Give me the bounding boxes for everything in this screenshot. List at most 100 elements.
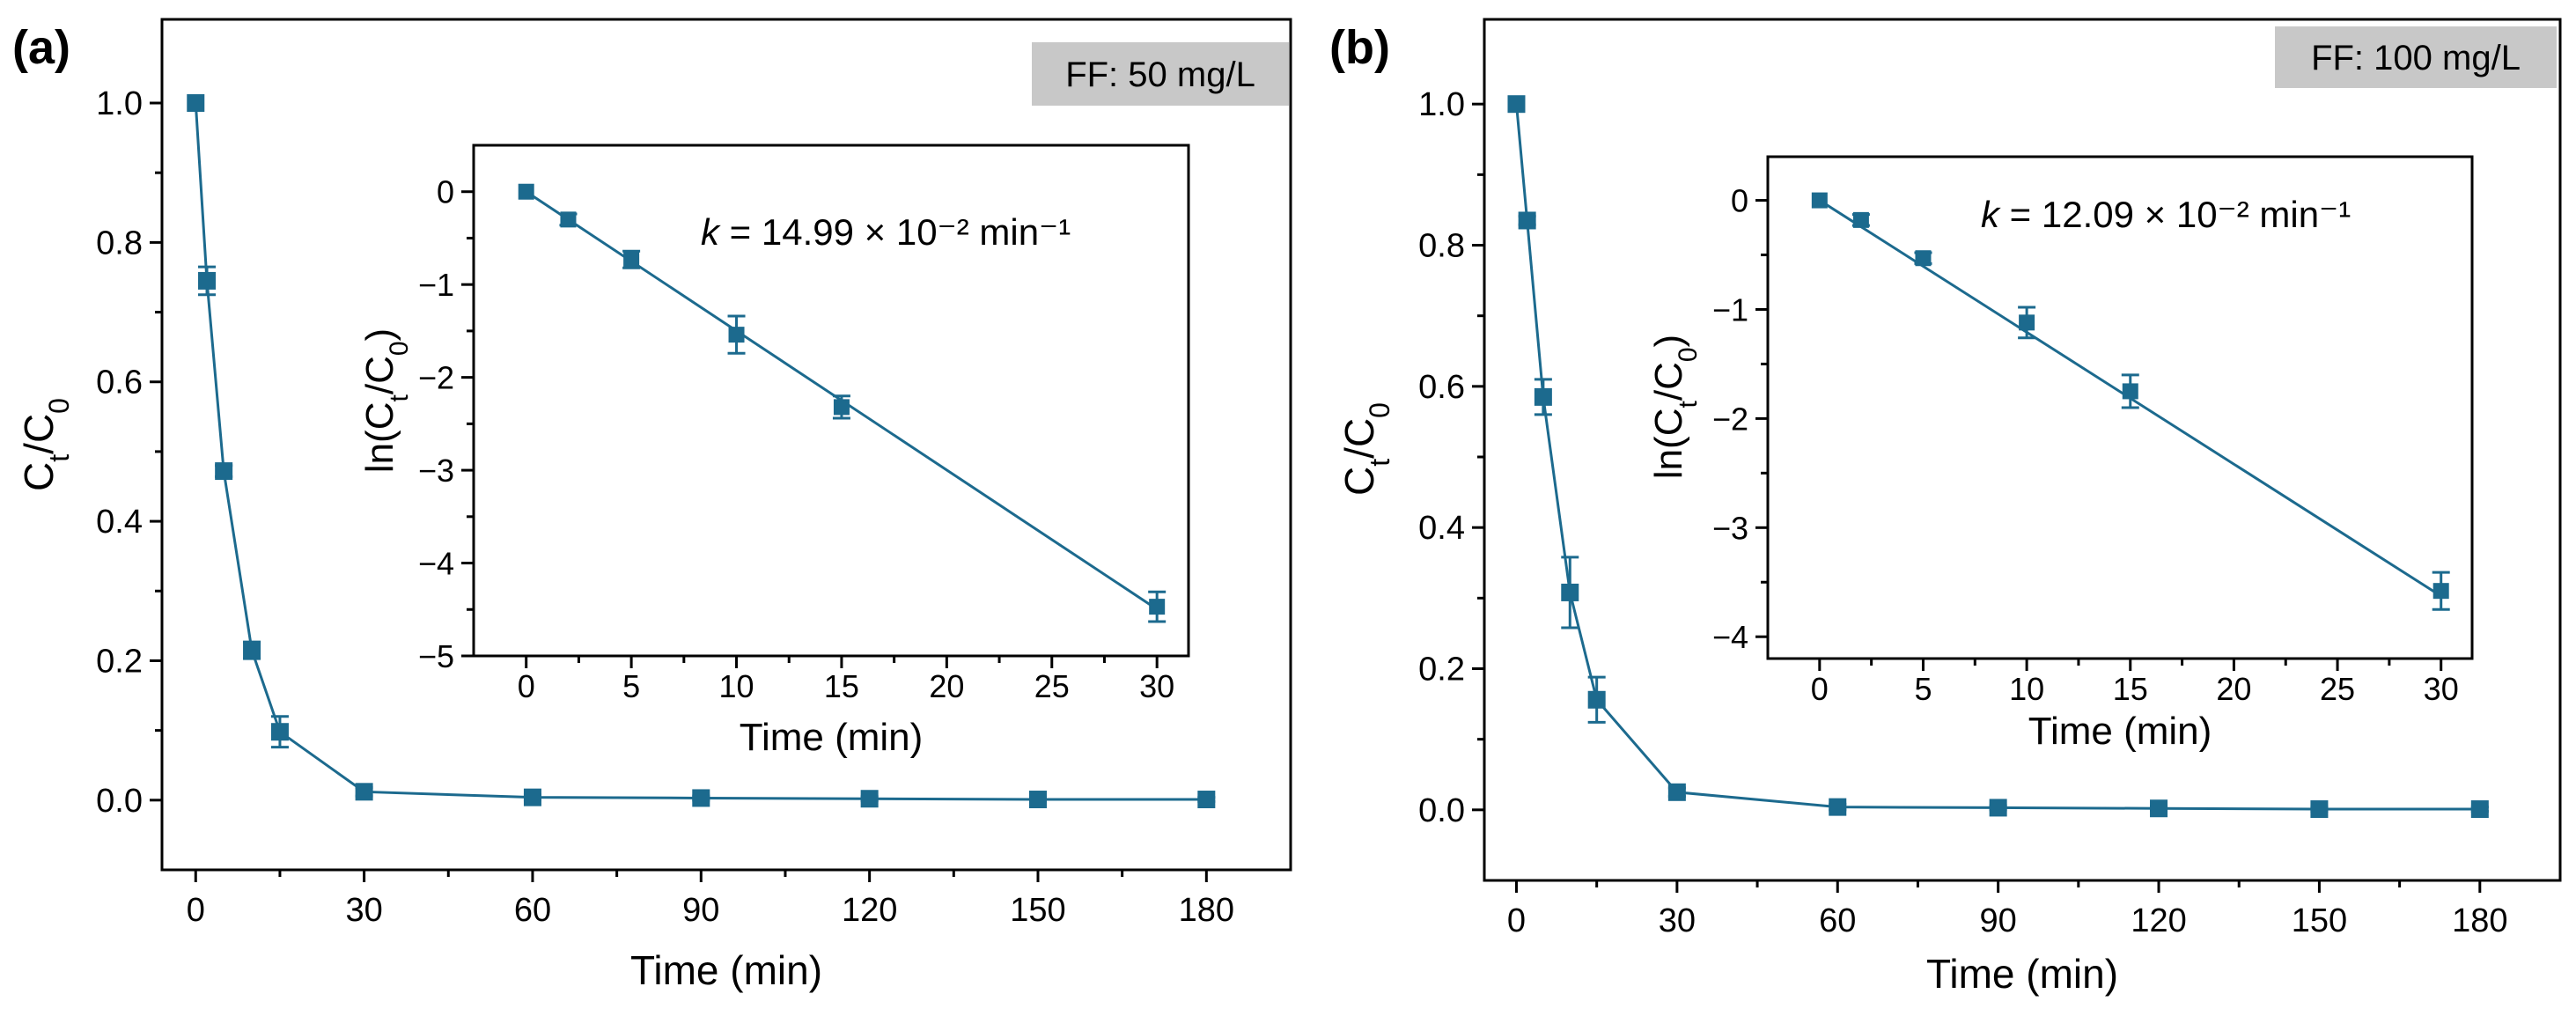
panel-b-inset-y-tick-label: −3 [1712, 510, 1748, 546]
panel-a-inset-y-tick-label: −1 [418, 267, 454, 303]
panel-b-k-value: = 12.09 × 10⁻² min⁻¹ [1999, 194, 2351, 235]
panel-b-main-y-tick-label: 0.8 [1418, 228, 1465, 265]
panel-a-main-data-point [1028, 791, 1047, 809]
panel-a-inset-bg [474, 145, 1189, 656]
panel-b-inset-data-point [2122, 383, 2138, 400]
panel-a-main-x-tick-label: 120 [842, 892, 897, 929]
panel-a-inset-ticks: 0 5 10 15 20 25 30 0 −1 −2 −3 −4 −5 [418, 174, 1174, 704]
panel-b-main-data-point [2310, 800, 2329, 819]
panel-a-main-x-tick-label: 90 [682, 892, 719, 929]
panel-b-inset-x-tick-label: 10 [2009, 671, 2044, 707]
panel-a-inset-x-tick-label: 20 [929, 668, 964, 704]
panel-a-inset-data-point [518, 183, 534, 200]
panel-a-main-y-tick-label: 0.4 [96, 504, 143, 541]
panel-b-inset-x-tick-label: 0 [1811, 671, 1829, 707]
panel-b-inset-y-tick-label: −1 [1712, 291, 1748, 328]
panel-a-inset-x-title: Time (min) [740, 716, 924, 759]
panel-a-note-box [1032, 42, 1289, 106]
panel-b-main-x-tick-label: 0 [1507, 902, 1526, 939]
panel-b-inset-data-point [1852, 211, 1869, 228]
panel-a-main-data-point [270, 723, 289, 741]
panel-b-inset-x-title: Time (min) [2028, 710, 2212, 753]
panel-a-k-value: = 14.99 × 10⁻² min⁻¹ [719, 211, 1071, 253]
panel-b-note-text: FF: 100 mg/L [2311, 39, 2521, 77]
panel-a-inset-frame [472, 144, 1190, 658]
panel-a-inset-data-point [1149, 599, 1166, 615]
panel-a-main-data-point [692, 789, 710, 807]
panel-b-main-data-point [1829, 798, 1847, 816]
panel-b-y-title: Ct/C0 [1336, 402, 1395, 496]
panel-a-main-plot [187, 94, 1216, 809]
panel-a-inset-x-tick-label: 10 [719, 668, 754, 704]
panel-b-main-x-tick-label: 90 [1980, 902, 2017, 939]
panel-a-inset-data-point [728, 327, 745, 343]
panel-a-main-data-point [1197, 791, 1216, 809]
panel-a-main-x-tick-label: 0 [187, 892, 205, 929]
panel-b-inset-y-tick-label: −4 [1712, 619, 1748, 655]
panel-b-inset-y-title: ln(Ct/C0) [1647, 335, 1703, 479]
panel-a-inset-y-tick-label: −3 [418, 453, 454, 489]
panel-a-inset-x-tick-label: 15 [824, 668, 859, 704]
panel-b-main-data-point [1989, 799, 2007, 817]
panel-a-inset-x-tick-label: 25 [1034, 668, 1070, 704]
panel-b-main-y-tick-label: 0.6 [1418, 369, 1465, 406]
panel-b-main-data-point [1587, 690, 1606, 709]
panel-b-main-data-point [1534, 387, 1552, 406]
panel-a-inset-y-title: ln(Ct/C0) [358, 328, 414, 473]
panel-b-inset-data-point [2432, 583, 2449, 600]
panel-a-inset-y-tick-label: −2 [418, 360, 454, 396]
panel-b-main-data-point [1507, 95, 1526, 114]
panel-b-letter: (b) [1329, 21, 1390, 74]
panel-b-note-box [2275, 26, 2557, 88]
panel-a-inset-data-point [560, 211, 577, 228]
panel-a-main-x-tick-label: 60 [514, 892, 551, 929]
panel-b-main-x-tick-label: 60 [1819, 902, 1856, 939]
panel-b: (b) FF: 100 mg/L 0 30 60 90 120 150 1800.00.20… [1329, 18, 2562, 997]
panel-b-inset-x-tick-label: 20 [2216, 671, 2251, 707]
panel-b-main-y-tick-label: 0.0 [1418, 792, 1465, 829]
panel-a-main-frame [160, 18, 1292, 872]
panel-a-y-title: Ct/C0 [16, 398, 75, 491]
panel-b-inset-x-tick-label: 30 [2424, 671, 2459, 707]
panel-a-main-data-point [187, 94, 205, 113]
panel-b-inset-y-tick-label: −2 [1712, 401, 1748, 437]
panel-b-inset-plot [1811, 192, 2450, 611]
panel-b-x-title: Time (min) [1926, 951, 2118, 997]
panel-a-main-x-tick-label: 30 [345, 892, 382, 929]
panel-a-main-y-tick-label: 0.2 [96, 643, 143, 680]
panel-b-inset-x-tick-label: 15 [2113, 671, 2148, 707]
panel-a-letter: (a) [12, 21, 70, 74]
panel-b-main-y-tick-label: 0.2 [1418, 652, 1465, 688]
panel-b-note: FF: 100 mg/L [2275, 26, 2557, 88]
panel-a-x-title: Time (min) [630, 947, 822, 993]
panel-b-main-frame [1483, 18, 2562, 882]
panel-a-inset-x-tick-label: 0 [518, 668, 535, 704]
panel-a-main-data-point [523, 788, 541, 806]
panel-a-main-data-point [215, 462, 233, 481]
panel-b-inset-x-tick-label: 5 [1914, 671, 1932, 707]
panel-b-main-data-point [1561, 583, 1579, 601]
panel-b-inset-data-point [2019, 314, 2035, 331]
panel-a-inset-plot [518, 183, 1167, 623]
panel-b-main-data-point [2470, 800, 2489, 819]
panel-a: (a) FF: 50 mg/L 0 30 60 90 120 150 1800.00.20.… [12, 18, 1292, 993]
panel-b-main-data-point [2150, 799, 2168, 818]
panel-b-main-x-tick-label: 180 [2452, 902, 2507, 939]
panel-b-main-x-tick-label: 120 [2131, 902, 2186, 939]
panel-a-inset-data-point [833, 399, 850, 416]
panel-a-note-text: FF: 50 mg/L [1065, 55, 1255, 94]
panel-b-inset-data-point [1915, 250, 1932, 267]
panel-b-inset-frame [1766, 155, 2474, 660]
panel-b-main-y-tick-label: 0.4 [1418, 510, 1465, 547]
panel-a-main-y-tick-label: 0.8 [96, 225, 143, 261]
panel-a-main-x-tick-label: 180 [1179, 892, 1234, 929]
panel-a-inset-y-tick-label: 0 [437, 174, 454, 210]
panel-b-inset-x-tick-label: 25 [2320, 671, 2355, 707]
panel-b-inset-y-tick-label: 0 [1731, 183, 1748, 219]
panel-a-k-annotation: k = 14.99 × 10⁻² min⁻¹ [701, 211, 1071, 253]
panel-a-main-x-tick-label: 150 [1010, 892, 1065, 929]
panel-b-main-x-tick-label: 150 [2292, 902, 2347, 939]
